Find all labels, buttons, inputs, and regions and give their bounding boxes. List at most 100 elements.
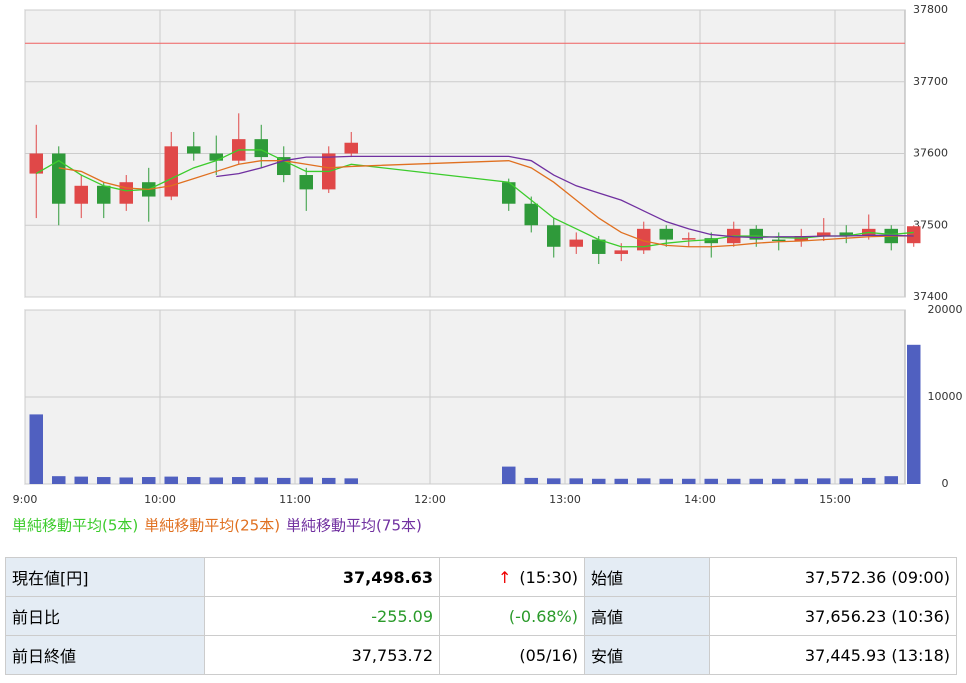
volume-bar <box>749 478 763 484</box>
candle-body <box>704 238 718 244</box>
volume-bar <box>704 478 718 484</box>
volume-bar <box>547 478 561 484</box>
candle-body <box>97 185 111 204</box>
volume-bar <box>569 478 583 484</box>
table-row: 現在値[円] 37,498.63 ↑ (15:30) 始値 37,572.36 (09:0… <box>5 557 957 597</box>
table-cell: 37,445.93 (13:18) <box>709 635 957 675</box>
volume-bar <box>907 344 921 484</box>
volume-bar <box>29 414 43 484</box>
table-row: 前日比 -255.09 (-0.68%) 高値 37,656.23 (10:36) <box>5 596 957 636</box>
table-cell: 37,656.23 (10:36) <box>709 596 957 636</box>
table-cell: 前日比 <box>5 596 205 636</box>
candle-body <box>187 146 201 154</box>
x-tick-label: 11:00 <box>279 493 311 506</box>
y-tick-label: 37500 <box>913 218 948 231</box>
x-tick-label: 12:00 <box>414 493 446 506</box>
table-cell: -255.09 <box>204 596 440 636</box>
volume-bar <box>637 478 651 484</box>
cell-text: 前日終値 <box>12 647 77 666</box>
cell-text: (05/16) <box>519 645 578 665</box>
volume-bar <box>682 478 696 484</box>
volume-bar <box>254 477 268 484</box>
candle-body <box>299 175 313 190</box>
volume-bar <box>209 477 223 484</box>
cell-text: 37,445.93 (13:18) <box>804 645 950 665</box>
table-cell: 37,572.36 (09:00) <box>709 557 957 597</box>
cell-text: 安値 <box>591 647 624 666</box>
y2-tick-label: 10000 <box>928 390 963 403</box>
table-row: 前日終値 37,753.72 (05/16) 安値 37,445.93 (13:18) <box>5 635 957 675</box>
cell-text: 37,753.72 <box>351 645 433 665</box>
candle-body <box>74 185 88 204</box>
x-tick-label: 14:00 <box>684 493 716 506</box>
cell-text: (15:30) <box>519 567 578 587</box>
volume-bar <box>74 476 88 484</box>
candle-body <box>29 153 43 174</box>
cell-text: 高値 <box>591 608 624 627</box>
candle-body <box>569 239 583 247</box>
table-cell: 現在値[円] <box>5 557 205 597</box>
candle-body <box>772 239 786 242</box>
cell-text: (-0.68%) <box>508 606 578 626</box>
y-tick-label: 37800 <box>913 3 948 16</box>
candle-body <box>749 228 763 240</box>
candle-body <box>592 239 606 254</box>
table-cell: 高値 <box>584 596 710 636</box>
candle-body <box>614 250 628 254</box>
candle-body <box>164 146 178 197</box>
volume-bar <box>232 477 246 484</box>
table-cell: ↑ (15:30) <box>439 557 585 597</box>
cell-text: 現在値[円] <box>12 569 89 588</box>
table-cell: 37,753.72 <box>204 635 440 675</box>
table-cell: (05/16) <box>439 635 585 675</box>
candle-body <box>209 153 223 161</box>
candle-body <box>637 228 651 251</box>
cell-text: 始値 <box>591 569 624 588</box>
legend-entry: 単純移動平均(75本) <box>286 517 422 535</box>
y2-tick-label: 20000 <box>928 303 963 316</box>
volume-bar <box>817 478 831 484</box>
candle-body <box>659 228 673 240</box>
candle-body <box>344 142 358 154</box>
y-tick-label: 37700 <box>913 75 948 88</box>
volume-bar <box>187 477 201 484</box>
volume-bar <box>659 478 673 484</box>
quote-table: 現在値[円] 37,498.63 ↑ (15:30) 始値 37,572.36 (09:0… <box>5 557 957 675</box>
cell-text: 37,656.23 (10:36) <box>804 606 950 626</box>
volume-bar <box>52 476 66 484</box>
volume-bar <box>97 477 111 484</box>
y2-tick-label: 0 <box>942 477 949 490</box>
y-tick-label: 37600 <box>913 147 948 160</box>
cell-text: ↑ <box>498 567 512 587</box>
candle-body <box>524 203 538 226</box>
x-tick-label: 15:00 <box>819 493 851 506</box>
volume-bar <box>794 478 808 484</box>
candle-body <box>839 232 853 237</box>
ma-line <box>58 160 914 248</box>
volume-bar <box>614 478 628 484</box>
candle-body <box>119 182 133 204</box>
cell-text: 前日比 <box>12 608 61 627</box>
candle-body <box>682 238 696 240</box>
ma-line <box>35 149 914 248</box>
volume-bar <box>142 477 156 484</box>
volume-bar <box>277 477 291 484</box>
volume-bar <box>592 478 606 484</box>
cell-text: -255.09 <box>371 606 433 626</box>
candle-body <box>817 232 831 237</box>
volume-bar <box>862 477 876 484</box>
table-cell: (-0.68%) <box>439 596 585 636</box>
candle-body <box>254 139 268 158</box>
table-cell: 37,498.63 <box>204 557 440 597</box>
x-tick-label: 10:00 <box>144 493 176 506</box>
volume-bar <box>344 478 358 484</box>
volume-bar <box>119 477 133 484</box>
candle-body <box>547 225 561 247</box>
volume-bar <box>727 478 741 484</box>
y-tick-label: 37400 <box>913 290 948 303</box>
candle-body <box>907 226 921 244</box>
x-tick-label: 13:00 <box>549 493 581 506</box>
candle-body <box>502 182 516 204</box>
volume-bar <box>884 476 898 484</box>
candle-body <box>52 153 66 204</box>
